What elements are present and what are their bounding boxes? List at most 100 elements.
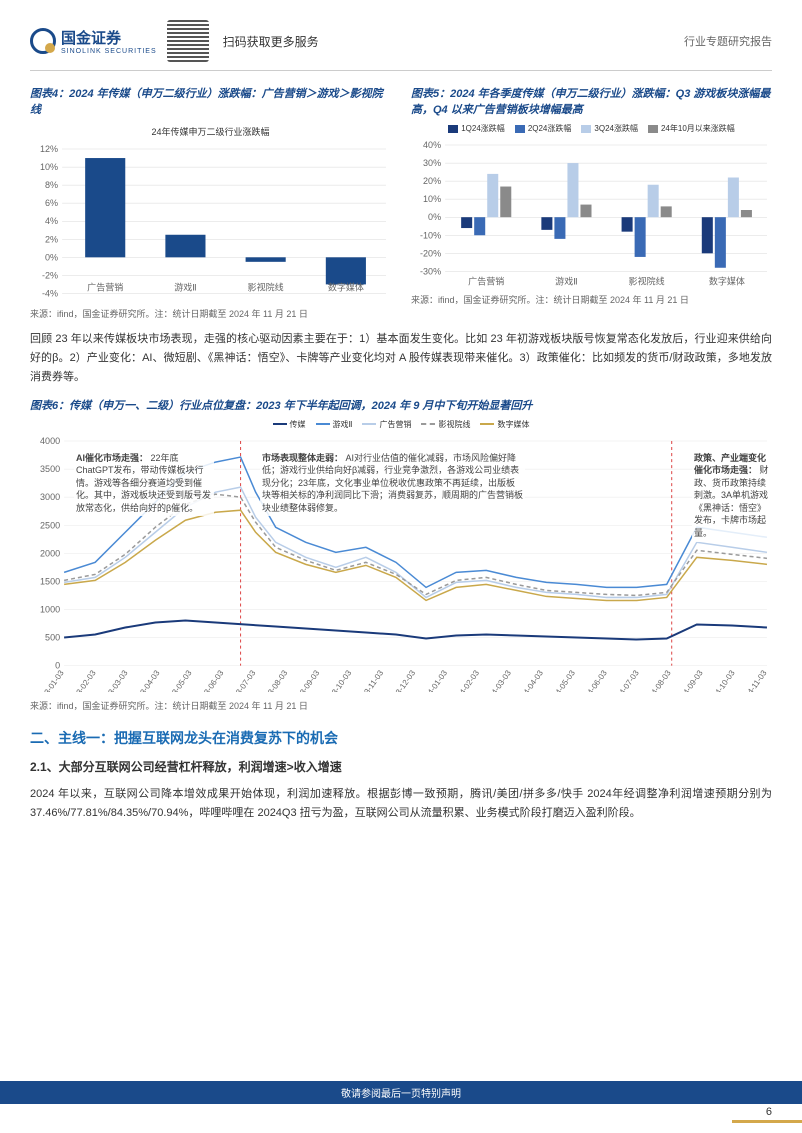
chart5-block: 图表5：2024 年各季度传媒（申万二级行业）涨跌幅：Q3 游戏板块涨幅最高，Q…	[411, 85, 772, 320]
svg-text:20%: 20%	[423, 176, 441, 186]
svg-text:1000: 1000	[40, 604, 60, 614]
svg-text:2024-09-03: 2024-09-03	[674, 668, 705, 693]
svg-text:2023-06-03: 2023-06-03	[195, 668, 226, 693]
svg-text:-30%: -30%	[420, 266, 441, 276]
svg-text:1500: 1500	[40, 576, 60, 586]
legend-oct24: 24年10月以来涨跌幅	[661, 123, 735, 134]
svg-text:8%: 8%	[45, 180, 58, 190]
svg-text:-2%: -2%	[42, 270, 58, 280]
company-logo: 国金证券 SINOLINK SECURITIES	[30, 27, 157, 55]
qr-text: 扫码获取更多服务	[223, 33, 319, 50]
svg-text:2023-05-03: 2023-05-03	[163, 668, 194, 693]
page-footer: 敬请参阅最后一页特别声明 6	[0, 1081, 802, 1123]
svg-text:数字媒体: 数字媒体	[709, 275, 745, 286]
legend-media: 传媒	[290, 419, 306, 430]
svg-text:2023-12-03: 2023-12-03	[386, 668, 417, 693]
page: 国金证券 SINOLINK SECURITIES 扫码获取更多服务 行业专题研究…	[0, 0, 802, 1133]
annotation-1: AI催化市场走强： 22年底ChatGPT发布，带动传媒板块行情。游戏等各细分赛…	[74, 450, 214, 517]
svg-text:4%: 4%	[45, 216, 58, 226]
svg-text:2023-09-03: 2023-09-03	[290, 668, 321, 693]
chart5-source: 来源：ifind，国金证券研究所。注：统计日期截至 2024 年 11 月 21…	[411, 293, 772, 306]
chart4-title: 图表4：2024 年传媒（申万二级行业）涨跌幅：广告营销＞游戏＞影视院线	[30, 85, 391, 117]
svg-text:2023-04-03: 2023-04-03	[131, 668, 162, 693]
svg-text:2023-03-03: 2023-03-03	[99, 668, 130, 693]
svg-text:3000: 3000	[40, 492, 60, 502]
qr-code-icon	[167, 20, 209, 62]
svg-text:2023-11-03: 2023-11-03	[355, 668, 386, 692]
annotation-3: 政策、产业端变化催化市场走强： 财政、货币政策持续刺激。3A单机游戏《黑神话：悟…	[692, 450, 772, 542]
svg-text:影视院线: 影视院线	[629, 275, 665, 286]
charts-row-top: 图表4：2024 年传媒（申万二级行业）涨跌幅：广告营销＞游戏＞影视院线 24年…	[30, 85, 772, 320]
para-review: 回顾 23 年以来传媒板块市场表现，走强的核心驱动因素主要在于：1）基本面发生变…	[30, 330, 772, 386]
page-header: 国金证券 SINOLINK SECURITIES 扫码获取更多服务 行业专题研究…	[30, 20, 772, 71]
footer-disclaimer: 敬请参阅最后一页特别声明	[0, 1081, 802, 1104]
legend-digital: 数字媒体	[497, 419, 529, 430]
svg-text:2024-08-03: 2024-08-03	[642, 668, 673, 693]
svg-text:-20%: -20%	[420, 248, 441, 258]
ann2-head: 市场表现整体走弱：	[262, 453, 343, 463]
svg-text:2%: 2%	[45, 234, 58, 244]
chart5-title: 图表5：2024 年各季度传媒（申万二级行业）涨跌幅：Q3 游戏板块涨幅最高，Q…	[411, 85, 772, 117]
chart4-svg: 12% 10% 8% 6% 4% 2% 0% -2% -4%	[30, 140, 391, 300]
section2-para: 2024 年以来，互联网公司降本增效成果开始体现，利润加速释放。根据彭博一致预期…	[30, 785, 772, 822]
ann3-head: 政策、产业端变化催化市场走强：	[694, 453, 766, 476]
svg-text:2024-05-03: 2024-05-03	[546, 668, 577, 693]
chart6-title: 图表6：传媒（申万一、二级）行业点位复盘：2023 年下半年起回调，2024 年…	[30, 397, 772, 413]
svg-text:2023-10-03: 2023-10-03	[322, 668, 353, 693]
legend-game: 游戏Ⅱ	[333, 419, 353, 430]
svg-text:2024-03-03: 2024-03-03	[482, 668, 513, 693]
svg-text:数字媒体: 数字媒体	[328, 281, 364, 292]
legend-ad: 广告营销	[379, 419, 411, 430]
chart6-source: 来源：ifind，国金证券研究所。注：统计日期截至 2024 年 11 月 21…	[30, 699, 772, 712]
chart4-source: 来源：ifind，国金证券研究所。注：统计日期截至 2024 年 11 月 21…	[30, 307, 391, 320]
header-left: 国金证券 SINOLINK SECURITIES 扫码获取更多服务	[30, 20, 319, 62]
svg-text:2024-01-03: 2024-01-03	[418, 668, 449, 693]
svg-text:广告营销: 广告营销	[468, 275, 504, 286]
company-name-en: SINOLINK SECURITIES	[61, 48, 157, 55]
annotation-2: 市场表现整体走弱： AI对行业估值的催化减弱，市场风险偏好降低；游戏行业供给向好…	[260, 450, 525, 517]
svg-text:6%: 6%	[45, 198, 58, 208]
footer-accent	[732, 1120, 802, 1123]
svg-text:12%: 12%	[40, 144, 58, 154]
doc-type: 行业专题研究报告	[684, 33, 772, 49]
svg-text:-10%: -10%	[420, 230, 441, 240]
svg-text:2024-10-03: 2024-10-03	[706, 668, 737, 693]
chart5-svg: 40% 30% 20% 10% 0% -10% -20% -30%	[411, 136, 772, 286]
svg-text:游戏Ⅱ: 游戏Ⅱ	[174, 281, 196, 292]
ann1-head: AI催化市场走强：	[76, 453, 148, 463]
svg-text:10%: 10%	[423, 194, 441, 204]
legend-1q24: 1Q24涨跌幅	[461, 123, 505, 134]
svg-text:10%: 10%	[40, 162, 58, 172]
svg-text:2000: 2000	[40, 548, 60, 558]
section2-heading: 二、主线一：把握互联网龙头在消费复苏下的机会	[30, 728, 772, 748]
svg-text:2024-11-03: 2024-11-03	[738, 668, 769, 692]
chart6-legend: 传媒 游戏Ⅱ 广告营销 影视院线 数字媒体	[30, 419, 772, 430]
page-number: 6	[0, 1104, 802, 1120]
svg-text:500: 500	[45, 632, 60, 642]
svg-text:2024-07-03: 2024-07-03	[610, 668, 641, 693]
svg-text:40%: 40%	[423, 140, 441, 150]
chart6-wrap: 400035003000 250020001500 10005000 2023-…	[30, 432, 772, 696]
company-name-cn: 国金证券	[61, 27, 157, 48]
svg-text:2023-02-03: 2023-02-03	[67, 668, 98, 693]
svg-text:30%: 30%	[423, 158, 441, 168]
legend-2q24: 2Q24涨跌幅	[528, 123, 572, 134]
svg-text:2024-02-03: 2024-02-03	[450, 668, 481, 693]
svg-text:2023-01-03: 2023-01-03	[35, 668, 66, 693]
legend-film: 影视院线	[438, 419, 470, 430]
svg-text:3500: 3500	[40, 464, 60, 474]
svg-text:-4%: -4%	[42, 288, 58, 298]
svg-text:2024-04-03: 2024-04-03	[514, 668, 545, 693]
svg-text:2023-07-03: 2023-07-03	[227, 668, 258, 693]
svg-text:游戏Ⅱ: 游戏Ⅱ	[555, 275, 577, 286]
chart4-subtitle: 24年传媒申万二级行业涨跌幅	[30, 125, 391, 138]
svg-text:0%: 0%	[428, 212, 441, 222]
legend-3q24: 3Q24涨跌幅	[594, 123, 638, 134]
chart5-legend: 1Q24涨跌幅 2Q24涨跌幅 3Q24涨跌幅 24年10月以来涨跌幅	[411, 123, 772, 134]
svg-text:2024-06-03: 2024-06-03	[578, 668, 609, 693]
svg-text:2500: 2500	[40, 520, 60, 530]
ann3-body: 财政、货币政策持续刺激。3A单机游戏《黑神话：悟空》发布，卡牌市场起量。	[694, 465, 769, 538]
chart4-block: 图表4：2024 年传媒（申万二级行业）涨跌幅：广告营销＞游戏＞影视院线 24年…	[30, 85, 391, 320]
logo-icon	[30, 28, 56, 54]
svg-text:0%: 0%	[45, 252, 58, 262]
